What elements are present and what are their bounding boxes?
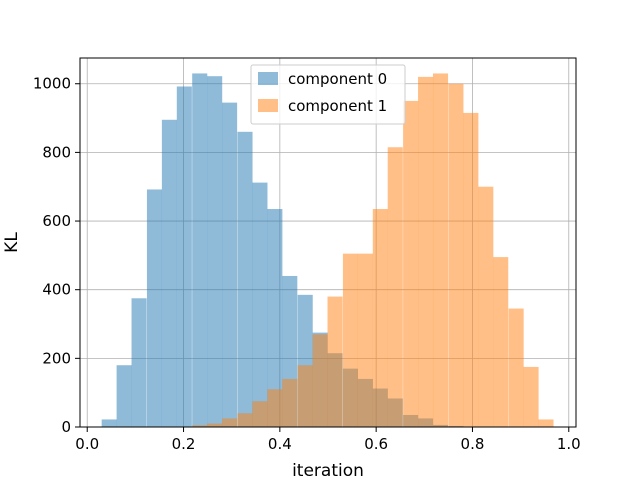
legend-swatch-component-0 (258, 72, 278, 85)
y-tick-label-1: 200 (42, 349, 71, 367)
legend-swatch-component-1 (258, 99, 278, 112)
ticks: 0.0 0.2 0.4 0.6 0.8 1.0 0 200 400 600 800 1000 (33, 75, 581, 453)
bar-component-1-19 (478, 186, 494, 427)
bar-component-0-0 (101, 419, 117, 427)
bar-component-1-20 (493, 257, 509, 427)
bar-component-1-5 (267, 389, 283, 427)
y-tick-label-2: 400 (42, 281, 71, 299)
bar-component-1-17 (448, 83, 464, 427)
x-tick-label-1: 0.2 (172, 435, 196, 453)
x-axis-title: iteration (292, 461, 364, 480)
y-tick-label-5: 1000 (33, 75, 71, 93)
plot-frame (79, 57, 577, 428)
bar-component-0-3 (146, 189, 163, 427)
bar-component-1-7 (297, 365, 313, 427)
bars (101, 73, 554, 428)
bar-component-1-6 (282, 378, 298, 427)
bar-component-0-1 (116, 365, 132, 427)
y-tick-label-4: 800 (42, 143, 71, 161)
bar-component-1-11 (357, 253, 373, 427)
bar-component-1-8 (312, 334, 328, 427)
bar-component-0-11 (267, 209, 283, 427)
bar-component-0-4 (161, 119, 177, 428)
bar-component-1-23 (538, 419, 554, 427)
legend-label-component-1: component 1 (288, 97, 387, 115)
x-tick-label-5: 1.0 (557, 435, 581, 453)
bar-component-1-10 (342, 253, 359, 427)
bar-component-0-2 (131, 298, 147, 427)
bar-component-1-3 (237, 413, 253, 427)
bar-component-1-22 (523, 366, 539, 427)
bar-component-1-15 (418, 76, 434, 428)
bar-component-0-5 (176, 86, 192, 427)
bar-component-1-9 (327, 296, 343, 427)
legend: component 0 component 1 (250, 64, 406, 125)
bar-component-1-12 (372, 209, 388, 427)
legend-label-component-0: component 0 (288, 70, 387, 88)
y-tick-label-3: 600 (42, 212, 71, 230)
bar-component-1-13 (387, 147, 403, 427)
x-tick-label-3: 0.6 (364, 435, 388, 453)
bar-component-0-10 (252, 182, 268, 427)
legend-box (250, 64, 406, 125)
bar-component-0-7 (207, 76, 223, 427)
bar-component-1-1 (207, 423, 223, 427)
x-tick-label-2: 0.4 (268, 435, 292, 453)
bar-component-1-14 (403, 100, 419, 427)
bar-component-0-6 (192, 73, 208, 428)
x-tick-label-4: 0.8 (461, 435, 485, 453)
bar-component-1-2 (222, 418, 238, 427)
bar-component-0-9 (237, 131, 253, 428)
x-tick-label-0: 0.0 (75, 435, 99, 453)
bar-component-1-21 (508, 308, 524, 427)
bar-component-1-4 (252, 401, 268, 427)
y-tick-label-0: 0 (61, 418, 71, 436)
bar-component-1-16 (432, 73, 449, 428)
bar-component-0-8 (222, 102, 238, 427)
bar-component-1-18 (463, 112, 479, 427)
y-axis-title: KL (2, 232, 22, 253)
bar-component-1-0 (192, 425, 208, 427)
